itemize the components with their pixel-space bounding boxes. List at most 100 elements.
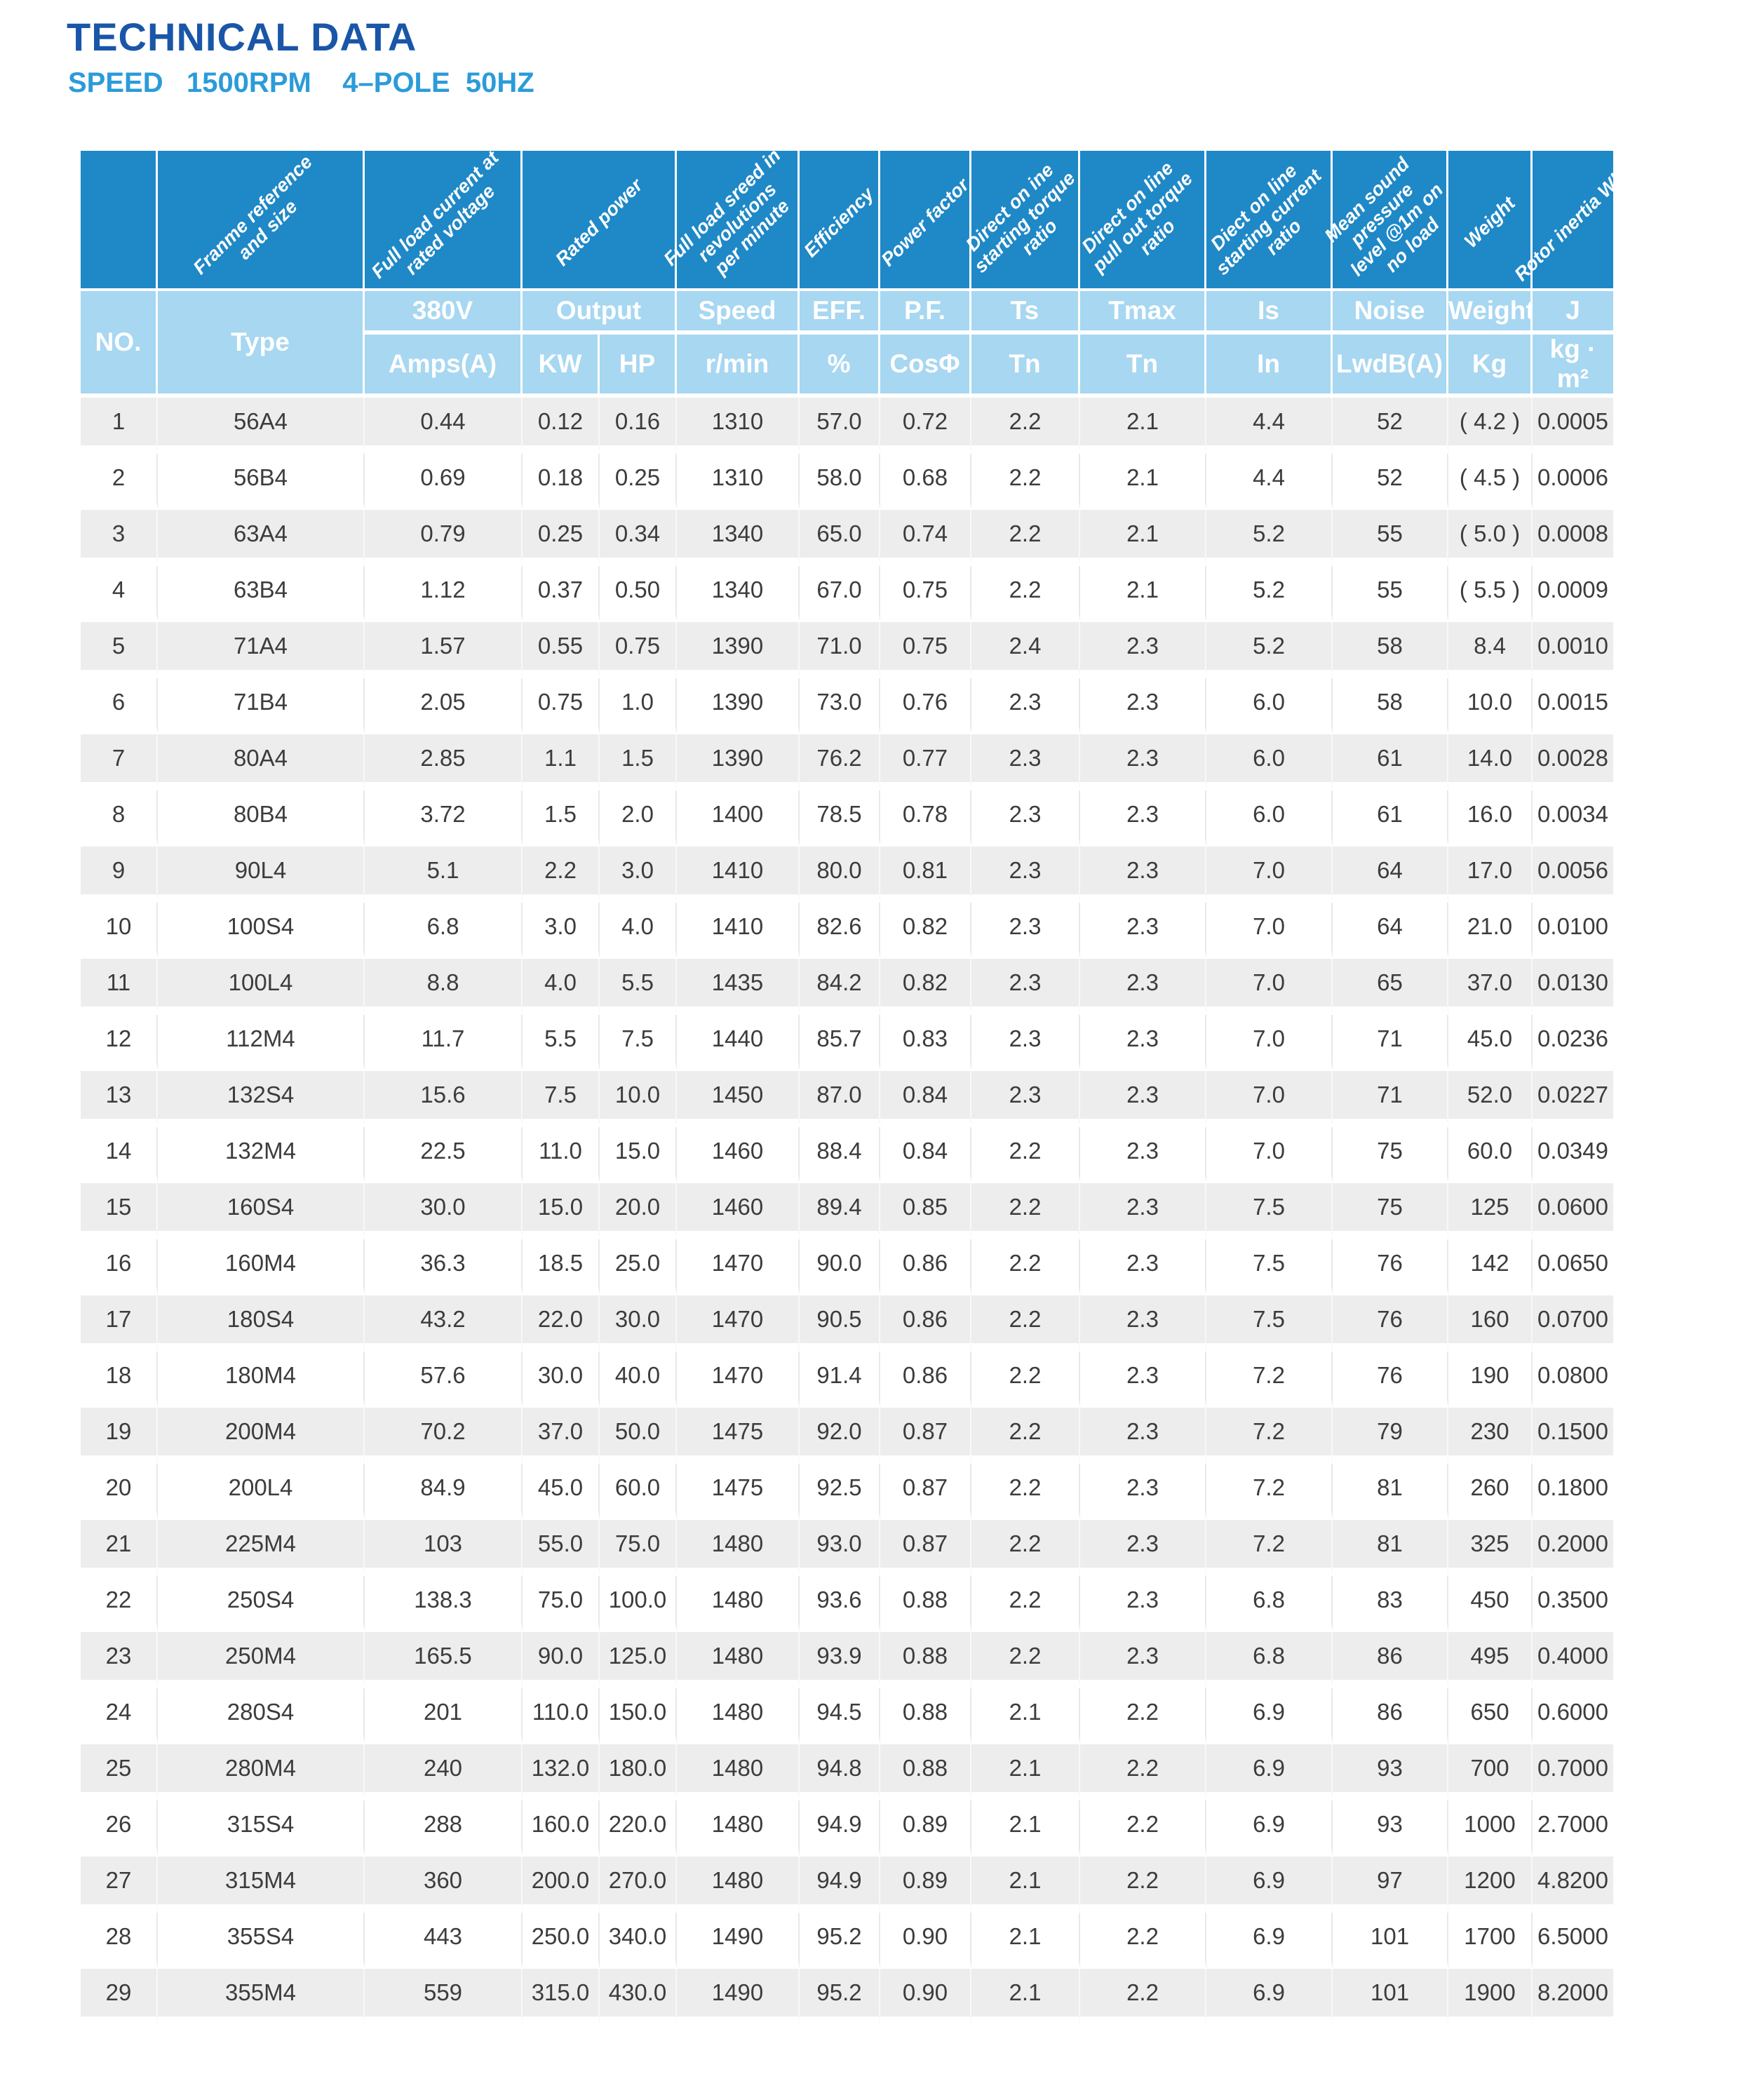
table-cell: 0.0028 (1533, 734, 1614, 790)
table-row: 3 63A4 0.79 0.25 0.34 1340 65.0 0.74 2.2 2.1 5.2 55… (81, 510, 1614, 566)
table-cell: 132S4 (158, 1071, 365, 1127)
subheader-row-1: NO. Type 380V Output Speed EFF. P.F. Ts Tmax Is No… (81, 291, 1614, 398)
table-cell: 23 (81, 1632, 158, 1688)
table-cell: 2.2 (971, 1408, 1081, 1464)
table-cell: 1.5 (600, 734, 678, 790)
table-cell: 0.75 (600, 622, 678, 678)
table-cell: 650 (1448, 1688, 1533, 1744)
column-unit-header: In (1206, 335, 1333, 398)
table-cell: 8 (81, 790, 158, 847)
table-cell: 132.0 (523, 1744, 600, 1800)
table-cell: 1390 (677, 622, 800, 678)
table-cell: 110.0 (523, 1688, 600, 1744)
column-header: Is (1206, 291, 1333, 335)
table-cell: 76.2 (800, 734, 881, 790)
table-cell: 0.55 (523, 622, 600, 678)
table-cell: 25 (81, 1744, 158, 1800)
table-cell: 2.2 (971, 1464, 1081, 1520)
table-row: 25 280M4 240 132.0 180.0 1480 94.8 0.88 2.1 2.2 6.… (81, 1744, 1614, 1800)
table-cell: 30.0 (523, 1352, 600, 1408)
table-cell: 0.88 (880, 1688, 972, 1744)
table-cell: 2.3 (1080, 959, 1207, 1015)
table-cell: 2.3 (1080, 1464, 1207, 1520)
table-cell: 240 (365, 1744, 523, 1800)
table-cell: 92.5 (800, 1464, 881, 1520)
table-cell: 3.0 (600, 847, 678, 903)
table-cell: 0.44 (365, 398, 523, 454)
table-cell: 24 (81, 1688, 158, 1744)
table-cell: 1460 (677, 1127, 800, 1183)
table-cell: 0.90 (880, 1913, 972, 1969)
table-cell: 10 (81, 903, 158, 959)
table-cell: 0.86 (880, 1352, 972, 1408)
table-cell: 60.0 (1448, 1127, 1533, 1183)
table-cell: 93.0 (800, 1520, 881, 1576)
diagonal-header-starting-current: Diect on line starting current ratio (1206, 151, 1333, 288)
table-cell: 0.0227 (1533, 1071, 1614, 1127)
table-cell: 315M4 (158, 1857, 365, 1913)
table-cell: 18.5 (523, 1239, 600, 1295)
table-cell: 94.9 (800, 1800, 881, 1857)
table-cell: 45.0 (1448, 1015, 1533, 1071)
table-cell: 1200 (1448, 1857, 1533, 1913)
table-cell: 7.2 (1206, 1464, 1333, 1520)
table-cell: 12 (81, 1015, 158, 1071)
table-cell: 1450 (677, 1071, 800, 1127)
table-cell: 9 (81, 847, 158, 903)
table-cell: 3 (81, 510, 158, 566)
table-row: 23 250M4 165.5 90.0 125.0 1480 93.9 0.88 2.2 2.3 6… (81, 1632, 1614, 1688)
table-cell: 0.16 (600, 398, 678, 454)
table-cell: 5.2 (1206, 622, 1333, 678)
diagonal-header-row: Franme reference and size Full load curre… (81, 144, 1636, 288)
table-cell: 201 (365, 1688, 523, 1744)
table-cell: 6.8 (1206, 1576, 1333, 1632)
table-cell: 1480 (677, 1688, 800, 1744)
table-cell: 15.6 (365, 1071, 523, 1127)
table-cell: 25.0 (600, 1239, 678, 1295)
table-cell: 90.0 (523, 1632, 600, 1688)
table-cell: 0.83 (880, 1015, 972, 1071)
table-cell: 5.2 (1206, 566, 1333, 622)
table-cell: 0.37 (523, 566, 600, 622)
table-cell: 6.8 (1206, 1632, 1333, 1688)
table-cell: 2.4 (971, 622, 1081, 678)
table-cell: 56A4 (158, 398, 365, 454)
table-row: 28 355S4 443 250.0 340.0 1490 95.2 0.90 2.1 2.2 6.… (81, 1913, 1614, 1969)
table-cell: 67.0 (800, 566, 881, 622)
table-cell: 20.0 (600, 1183, 678, 1239)
table-cell: 8.8 (365, 959, 523, 1015)
table-cell: 1.57 (365, 622, 523, 678)
table-cell: 75.0 (523, 1576, 600, 1632)
table-cell: 1900 (1448, 1969, 1533, 2025)
table-cell: 75.0 (600, 1520, 678, 1576)
table-cell: 83 (1333, 1576, 1449, 1632)
table-cell: 0.0015 (1533, 678, 1614, 734)
table-cell: 7.0 (1206, 1071, 1333, 1127)
table-cell: 0.25 (523, 510, 600, 566)
table-cell: 6.9 (1206, 1857, 1333, 1913)
table-cell: 138.3 (365, 1576, 523, 1632)
table-cell: 57.0 (800, 398, 881, 454)
table-cell: 2.3 (1080, 1408, 1207, 1464)
table-cell: 1435 (677, 959, 800, 1015)
table-cell: 6.8 (365, 903, 523, 959)
table-cell: 8.2000 (1533, 1969, 1614, 2025)
table-cell: 43.2 (365, 1295, 523, 1352)
table-row: 11 100L4 8.8 4.0 5.5 1435 84.2 0.82 2.3 2.3 7.0 65 3… (81, 959, 1614, 1015)
table-cell: 63A4 (158, 510, 365, 566)
table-cell: 76 (1333, 1295, 1449, 1352)
table-cell: 2.2 (971, 566, 1081, 622)
table-cell: 16 (81, 1239, 158, 1295)
table-cell: 2.3 (1080, 903, 1207, 959)
column-header: Weight (1448, 291, 1533, 335)
table-cell: 55.0 (523, 1520, 600, 1576)
table-cell: 84.2 (800, 959, 881, 1015)
table-cell: 2.3 (1080, 1295, 1207, 1352)
table-cell: 0.7000 (1533, 1744, 1614, 1800)
table-cell: 1.1 (523, 734, 600, 790)
table-cell: 165.5 (365, 1632, 523, 1688)
table-cell: 0.77 (880, 734, 972, 790)
table-cell: 15 (81, 1183, 158, 1239)
table-cell: 2.3 (1080, 734, 1207, 790)
table-cell: 2.3 (1080, 1127, 1207, 1183)
